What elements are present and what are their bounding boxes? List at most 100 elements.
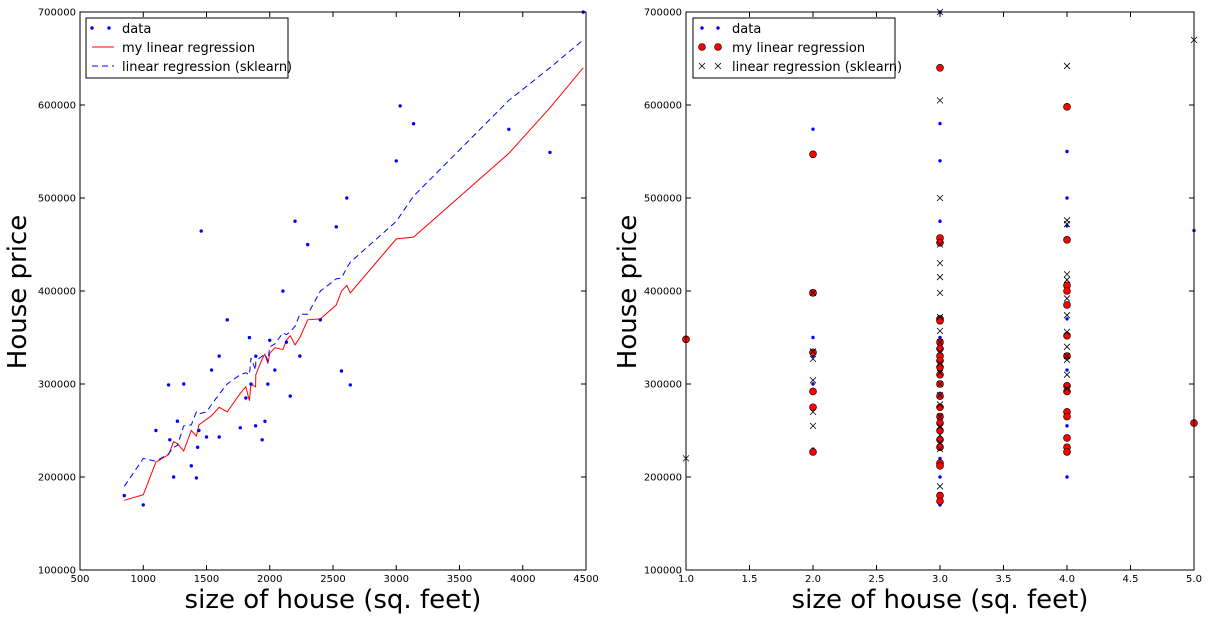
right-legend-my-regression-marker-2	[714, 43, 722, 51]
left-y-tick-label: 500000	[38, 194, 76, 205]
right-linear-regression-sklearn-point	[1063, 62, 1071, 70]
left-data-point	[548, 150, 552, 155]
left-data-point	[175, 419, 180, 423]
right-plot-legend: data my linear regression linear regress…	[692, 17, 902, 79]
right-linear-regression-sklearn-point	[936, 445, 944, 453]
right-y-tick-label: 500000	[644, 194, 682, 205]
right-data-point	[811, 127, 815, 131]
right-linear-regression-sklearn-point	[936, 369, 944, 377]
right-plot-y-axis-label: House price	[613, 215, 643, 369]
right-plot-y-ticks: 100000 200000 300000 400000 500000 600000 7000…	[644, 8, 1194, 577]
left-data-point	[166, 383, 171, 387]
left-x-tick-label: 2000	[257, 574, 282, 585]
right-linear-regression-sklearn-point	[1063, 295, 1071, 302]
right-my-linear-regression-point	[809, 348, 817, 357]
right-x-tick-label: 2.5	[869, 574, 885, 585]
right-x-tick-label: 1.0	[678, 574, 694, 585]
left-legend-data-marker	[90, 26, 94, 30]
left-plot-legend-box	[85, 17, 289, 79]
left-x-tick-label: 1500	[194, 574, 219, 585]
right-my-linear-regression-point	[936, 344, 944, 353]
right-linear-regression-sklearn-point	[809, 289, 817, 297]
left-data-point	[318, 318, 323, 322]
left-data-point	[334, 225, 338, 229]
left-data-point	[253, 424, 258, 428]
left-data-point	[209, 368, 214, 372]
right-my-linear-regression-point	[936, 403, 944, 412]
left-x-tick-label: 3500	[447, 574, 472, 585]
right-linear-regression-sklearn-point	[936, 313, 944, 321]
right-my-linear-regression-point	[1063, 301, 1071, 309]
right-data-point	[938, 475, 942, 479]
left-x-tick-label: 2500	[320, 574, 345, 585]
right-x-tick-label: 3.5	[996, 574, 1012, 585]
right-my-linear-regression-point	[1063, 331, 1071, 340]
right-legend-sklearn-marker	[698, 62, 706, 70]
right-my-linear-regression-point	[936, 497, 944, 505]
left-data-point	[154, 428, 158, 433]
right-x-tick-label: 3.0	[932, 574, 948, 585]
right-data-point	[1065, 424, 1069, 428]
right-data-point	[811, 382, 815, 386]
left-legend-data-marker-2	[107, 26, 111, 30]
right-legend-sklearn-label: linear regression (sklearn)	[732, 60, 902, 75]
right-x-tick-label: 2.0	[805, 574, 821, 585]
right-linear-regression-sklearn-point	[936, 97, 944, 104]
right-legend-data-marker-2	[716, 26, 720, 30]
right-linear-regression-sklearn-point	[1063, 385, 1071, 392]
left-series-my-linear-regression-line	[124, 67, 584, 501]
left-data-point	[293, 219, 297, 223]
left-legend-data-label: data	[122, 22, 151, 37]
left-plot-legend: data my linear regression linear regress…	[85, 17, 292, 79]
right-y-tick-label: 300000	[644, 380, 682, 391]
left-data-point	[288, 394, 292, 398]
left-data-point	[168, 438, 172, 442]
left-plot-legend-entry-my-regression: my linear regression	[92, 41, 255, 56]
right-data-point	[938, 335, 942, 340]
right-linear-regression-sklearn-point	[936, 431, 944, 439]
right-my-linear-regression-point	[1063, 387, 1071, 396]
right-linear-regression-sklearn-point	[809, 376, 817, 384]
left-data-point	[266, 382, 270, 386]
right-data-point	[1065, 475, 1069, 479]
left-data-point	[411, 121, 416, 126]
right-my-linear-regression-point	[936, 435, 944, 444]
right-my-linear-regression-point	[1063, 287, 1071, 295]
left-x-tick-label: 1000	[131, 574, 156, 585]
right-my-linear-regression-point	[936, 316, 944, 325]
left-y-tick-label: 100000	[38, 566, 76, 577]
left-plot-x-ticks: 500 1000 1500 2000 2500 3000 3500 4000 4500	[70, 12, 599, 585]
left-data-point	[348, 383, 353, 387]
right-my-linear-regression-point	[1063, 448, 1071, 456]
right-y-tick-label: 200000	[644, 473, 682, 484]
right-linear-regression-sklearn-point	[936, 348, 944, 355]
left-data-point	[247, 335, 252, 340]
right-my-linear-regression-point	[1063, 412, 1071, 421]
left-x-tick-label: 3000	[384, 574, 409, 585]
right-data-point	[1065, 196, 1069, 200]
right-linear-regression-sklearn-point	[936, 338, 944, 346]
right-my-linear-regression-point	[1063, 236, 1071, 244]
left-x-tick-label: 4500	[573, 574, 598, 585]
left-series-linear-regression-sklearn-line	[123, 39, 584, 487]
right-linear-regression-sklearn-point	[936, 380, 944, 388]
right-plot: 100000 200000 300000 400000 500000 600000 7000…	[613, 8, 1202, 616]
left-data-point	[195, 445, 200, 449]
right-linear-regression-sklearn-point	[1063, 276, 1071, 284]
right-legend-sklearn-marker-2	[714, 62, 722, 70]
right-plot-legend-box	[692, 17, 896, 79]
right-plot-legend-entry-my-regression: my linear regression	[698, 41, 865, 56]
right-data-point	[938, 456, 942, 461]
right-linear-regression-sklearn-point	[936, 401, 944, 408]
right-legend-data-label: data	[732, 22, 761, 37]
right-data-point	[938, 219, 942, 223]
left-y-tick-label: 300000	[38, 380, 76, 391]
right-my-linear-regression-point	[809, 150, 817, 159]
right-my-linear-regression-point	[809, 448, 817, 456]
right-my-linear-regression-point	[936, 64, 944, 72]
right-plot-x-axis-label: size of house (sq. feet)	[792, 585, 1089, 615]
left-y-tick-label: 200000	[38, 473, 76, 484]
left-legend-my-regression-label: my linear regression	[122, 41, 255, 56]
left-data-point	[189, 464, 194, 468]
right-my-linear-regression-point	[936, 419, 944, 427]
